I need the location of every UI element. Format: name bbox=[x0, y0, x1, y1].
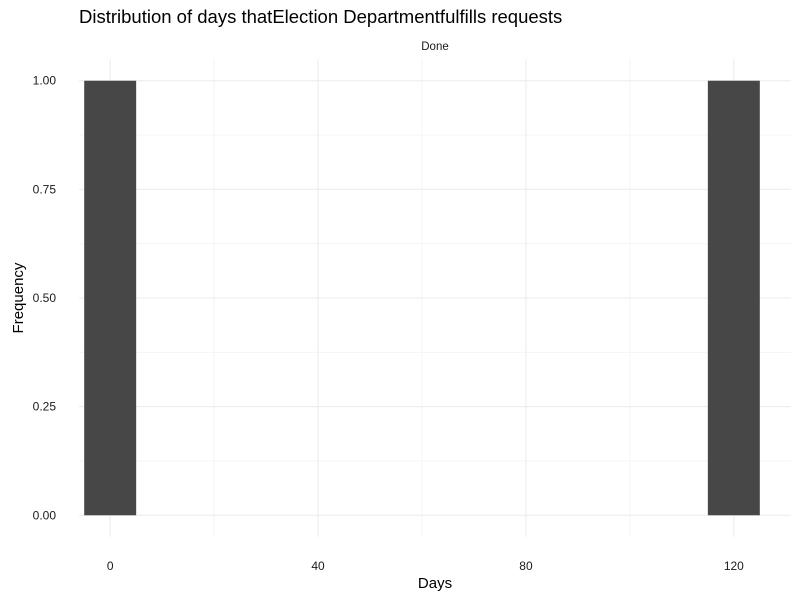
y-axis-ticks: 0.00 0.25 0.50 0.75 1.00 bbox=[33, 74, 57, 523]
y-tick-label: 0.00 bbox=[33, 508, 57, 522]
x-axis-ticks: 0 40 80 120 bbox=[107, 559, 744, 573]
facet-strip-label: Done bbox=[421, 41, 449, 53]
x-axis-title: Days bbox=[418, 575, 452, 592]
y-tick-label: 1.00 bbox=[33, 74, 57, 88]
y-tick-label: 0.25 bbox=[33, 400, 57, 414]
x-tick-label: 0 bbox=[107, 559, 114, 573]
x-tick-label: 80 bbox=[519, 559, 533, 573]
histogram-bar bbox=[707, 80, 760, 516]
bars bbox=[84, 80, 760, 516]
x-tick-label: 120 bbox=[724, 559, 744, 573]
histogram-bar bbox=[84, 80, 137, 516]
x-tick-label: 40 bbox=[311, 559, 325, 573]
y-axis-title: Frequency bbox=[10, 262, 27, 333]
y-tick-label: 0.50 bbox=[33, 291, 57, 305]
y-tick-label: 0.75 bbox=[33, 182, 57, 196]
grid-lines bbox=[79, 59, 791, 537]
chart-title: Distribution of days thatElection Depart… bbox=[79, 6, 562, 27]
